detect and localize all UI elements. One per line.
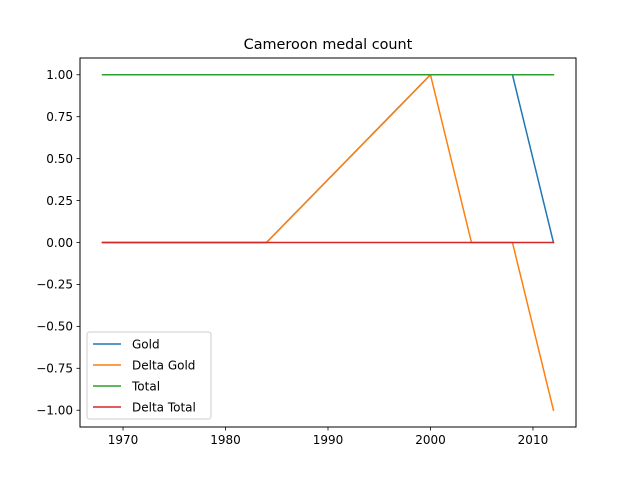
- y-tick-label: −0.50: [36, 320, 73, 334]
- y-tick-label: 0.75: [46, 110, 73, 124]
- y-tick-label: −0.25: [36, 278, 73, 292]
- legend-label-0: Gold: [132, 337, 160, 351]
- y-tick-label: 0.50: [46, 152, 73, 166]
- legend-label-3: Delta Total: [132, 400, 196, 414]
- axes-frame: [79, 57, 577, 428]
- y-axis-ticks: 1.00 0.75 0.50 0.25 0.00 −0.25 −0.50 −0.75 −1.00: [36, 68, 80, 418]
- x-tick-label: 2000: [415, 433, 446, 447]
- x-tick-label: 1970: [108, 433, 139, 447]
- legend-label-2: Total: [131, 379, 160, 393]
- x-tick-label: 1990: [313, 433, 344, 447]
- y-tick-label: 1.00: [46, 68, 73, 82]
- legend: Gold Delta Gold Total Delta Total: [86, 331, 212, 420]
- x-tick-label: 1980: [210, 433, 241, 447]
- legend-label-1: Delta Gold: [132, 358, 195, 372]
- x-tick-label: 2010: [518, 433, 549, 447]
- legend-box: [86, 331, 212, 420]
- chart-title: Cameroon medal count: [244, 37, 413, 53]
- plot-lines: [101, 74, 555, 412]
- y-tick-label: −1.00: [36, 404, 73, 418]
- y-tick-label: 0.25: [46, 194, 73, 208]
- y-tick-label: −0.75: [36, 362, 73, 376]
- x-axis-ticks: 1970 1980 1990 2000 2010: [108, 427, 548, 447]
- y-tick-label: 0.00: [46, 236, 73, 250]
